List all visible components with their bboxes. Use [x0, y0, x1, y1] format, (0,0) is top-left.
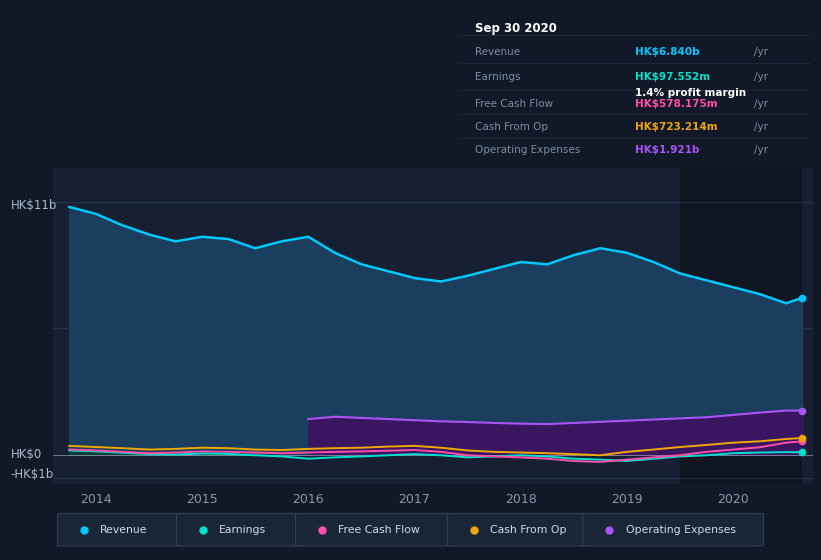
Text: Earnings: Earnings	[475, 72, 521, 82]
Text: Sep 30 2020: Sep 30 2020	[475, 22, 557, 35]
Text: Free Cash Flow: Free Cash Flow	[338, 525, 420, 535]
Text: Free Cash Flow: Free Cash Flow	[475, 99, 553, 109]
Text: HK$0: HK$0	[11, 448, 42, 461]
Text: HK$97.552m: HK$97.552m	[635, 72, 711, 82]
Text: 1.4% profit margin: 1.4% profit margin	[635, 88, 746, 98]
Text: Cash From Op: Cash From Op	[490, 525, 566, 535]
Text: Operating Expenses: Operating Expenses	[626, 525, 736, 535]
Text: HK$11b: HK$11b	[11, 199, 57, 212]
FancyBboxPatch shape	[447, 514, 591, 546]
FancyBboxPatch shape	[296, 514, 456, 546]
Text: /yr: /yr	[754, 46, 768, 57]
FancyBboxPatch shape	[177, 514, 304, 546]
Bar	[680, 168, 802, 484]
Text: Operating Expenses: Operating Expenses	[475, 145, 580, 155]
Text: HK$1.921b: HK$1.921b	[635, 145, 699, 155]
Text: HK$723.214m: HK$723.214m	[635, 122, 718, 132]
Text: HK$6.840b: HK$6.840b	[635, 46, 700, 57]
Text: /yr: /yr	[754, 99, 768, 109]
Text: -HK$1b: -HK$1b	[11, 468, 54, 481]
FancyBboxPatch shape	[583, 514, 764, 546]
Text: /yr: /yr	[754, 145, 768, 155]
Text: /yr: /yr	[754, 72, 768, 82]
Text: /yr: /yr	[754, 122, 768, 132]
Text: HK$578.175m: HK$578.175m	[635, 99, 718, 109]
Text: Revenue: Revenue	[475, 46, 521, 57]
Text: Revenue: Revenue	[100, 525, 148, 535]
FancyBboxPatch shape	[57, 514, 185, 546]
Text: Cash From Op: Cash From Op	[475, 122, 548, 132]
Text: Earnings: Earnings	[219, 525, 266, 535]
